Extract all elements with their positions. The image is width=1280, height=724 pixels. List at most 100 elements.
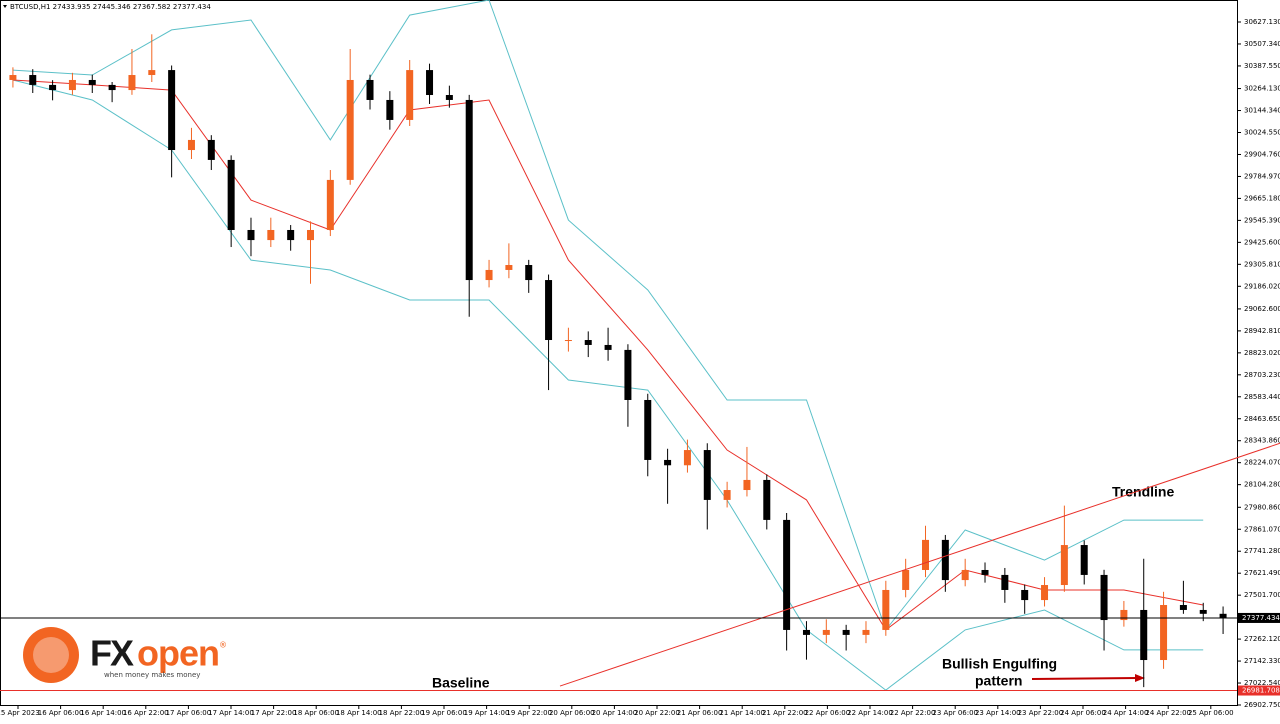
candle-body — [406, 70, 414, 120]
candle-body — [426, 70, 434, 96]
candle-body — [1021, 589, 1029, 601]
y-tick-label: 28583.440 — [1244, 393, 1280, 401]
candle-body — [703, 450, 711, 500]
x-tick-label: 25 Apr 06:00 — [1188, 709, 1234, 717]
x-tick-label: 17 Apr 22:00 — [251, 709, 297, 717]
logo-open: open — [137, 633, 219, 674]
candle-body — [49, 84, 57, 91]
candle-body — [1140, 609, 1148, 661]
x-tick-label: 19 Apr 14:00 — [464, 709, 510, 717]
x-tick-label: 16 Apr 14:00 — [80, 709, 126, 717]
candle-body — [624, 349, 632, 400]
x-tick-label: 21 Apr 22:00 — [762, 709, 808, 717]
y-tick-label: 27980.860 — [1244, 503, 1280, 511]
candle-body — [247, 229, 255, 241]
candle-body — [604, 344, 612, 350]
candle-body — [267, 229, 275, 241]
x-tick-label: 16 Apr 22:00 — [123, 709, 169, 717]
candle-body — [1160, 605, 1168, 661]
candle-body — [1041, 585, 1049, 601]
candle-body — [207, 139, 215, 160]
x-tick-label: 15 Apr 2023 — [0, 709, 40, 717]
candle-body — [445, 95, 453, 100]
baseline-box-label: 26981.708 — [1242, 687, 1280, 695]
candle-body — [683, 450, 691, 466]
candle-body — [465, 99, 473, 281]
y-tick-label: 27501.700 — [1244, 591, 1280, 599]
candle-body — [961, 569, 969, 581]
indicator-line — [12, 79, 1204, 691]
candle-body — [763, 479, 771, 520]
candle-body — [564, 340, 572, 342]
candle-body — [981, 569, 989, 575]
candle-body — [505, 265, 513, 270]
x-tick-label: 18 Apr 14:00 — [336, 709, 382, 717]
candle-body — [346, 79, 354, 180]
y-tick-label: 29062.600 — [1244, 305, 1280, 313]
x-tick-label: 16 Apr 06:00 — [38, 709, 84, 717]
candle-body — [882, 589, 890, 630]
plot — [9, 0, 1227, 691]
price-box-label: 27377.434 — [1242, 614, 1280, 622]
y-tick-label: 28104.280 — [1244, 481, 1280, 489]
candle-body — [1060, 545, 1068, 586]
candle-body — [168, 70, 176, 151]
logo-fx: FX — [90, 633, 134, 674]
price-box — [1238, 612, 1280, 623]
x-tick-label: 20 Apr 22:00 — [634, 709, 680, 717]
y-tick-label: 28823.020 — [1244, 349, 1280, 357]
candle-body — [227, 159, 235, 230]
y-tick-label: 28942.810 — [1244, 327, 1280, 335]
y-tick-label: 30387.550 — [1244, 62, 1280, 70]
candle-body — [842, 629, 850, 635]
candle-body — [644, 399, 652, 460]
candle-body — [366, 79, 374, 100]
indicator-line — [12, 0, 1204, 631]
candle-body — [525, 265, 533, 281]
y-tick-label: 28224.070 — [1244, 459, 1280, 467]
candle-body — [723, 490, 731, 500]
x-tick-label: 17 Apr 06:00 — [166, 709, 212, 717]
y-tick-label: 30507.340 — [1244, 40, 1280, 48]
x-tick-label: 19 Apr 22:00 — [506, 709, 552, 717]
candle-body — [743, 479, 751, 491]
x-tick-label: 18 Apr 06:00 — [293, 709, 339, 717]
y-tick-label: 26902.750 — [1244, 701, 1280, 709]
y-tick-label: 28703.230 — [1244, 371, 1280, 379]
y-tick-label: 27262.120 — [1244, 635, 1280, 643]
x-tick-label: 20 Apr 14:00 — [592, 709, 638, 717]
y-tick-label: 29784.970 — [1244, 172, 1280, 180]
y-tick-label: 28343.860 — [1244, 437, 1280, 445]
x-tick-label: 20 Apr 06:00 — [549, 709, 595, 717]
baseline-label: Baseline — [432, 675, 490, 691]
candle-body — [1080, 545, 1088, 575]
candle-body — [187, 139, 195, 151]
candle-body — [1001, 574, 1009, 590]
y-tick-label: 30144.340 — [1244, 107, 1280, 115]
pattern-arrow-head — [1135, 674, 1145, 682]
x-tick-label: 22 Apr 14:00 — [847, 709, 893, 717]
candle-body — [822, 629, 830, 635]
header-arrow — [3, 5, 7, 8]
candle-body — [326, 179, 334, 230]
y-tick-label: 29186.020 — [1244, 282, 1280, 290]
candle-body — [545, 280, 553, 341]
candle-body — [802, 629, 810, 635]
x-tick-label: 19 Apr 06:00 — [421, 709, 467, 717]
pattern-arrow — [1031, 677, 1139, 680]
candle-body — [664, 459, 672, 466]
candle-body — [68, 79, 76, 91]
candle-body — [902, 569, 910, 590]
plot-frame — [0, 0, 1238, 706]
trendline-label: Trendline — [1112, 484, 1174, 500]
logo: FX open ® when money makes money — [23, 627, 227, 683]
x-tick-label: 23 Apr 14:00 — [975, 709, 1021, 717]
y-tick-label: 29425.600 — [1244, 238, 1280, 246]
x-tick-label: 23 Apr 06:00 — [932, 709, 978, 717]
y-tick-label: 27142.330 — [1244, 657, 1280, 665]
symbol-header: BTCUSD,H1 27433.935 27445.346 27367.582 … — [10, 3, 211, 11]
baseline-box — [1238, 685, 1280, 696]
y-tick-label: 27861.070 — [1244, 525, 1280, 533]
y-tick-label: 29665.180 — [1244, 194, 1280, 202]
